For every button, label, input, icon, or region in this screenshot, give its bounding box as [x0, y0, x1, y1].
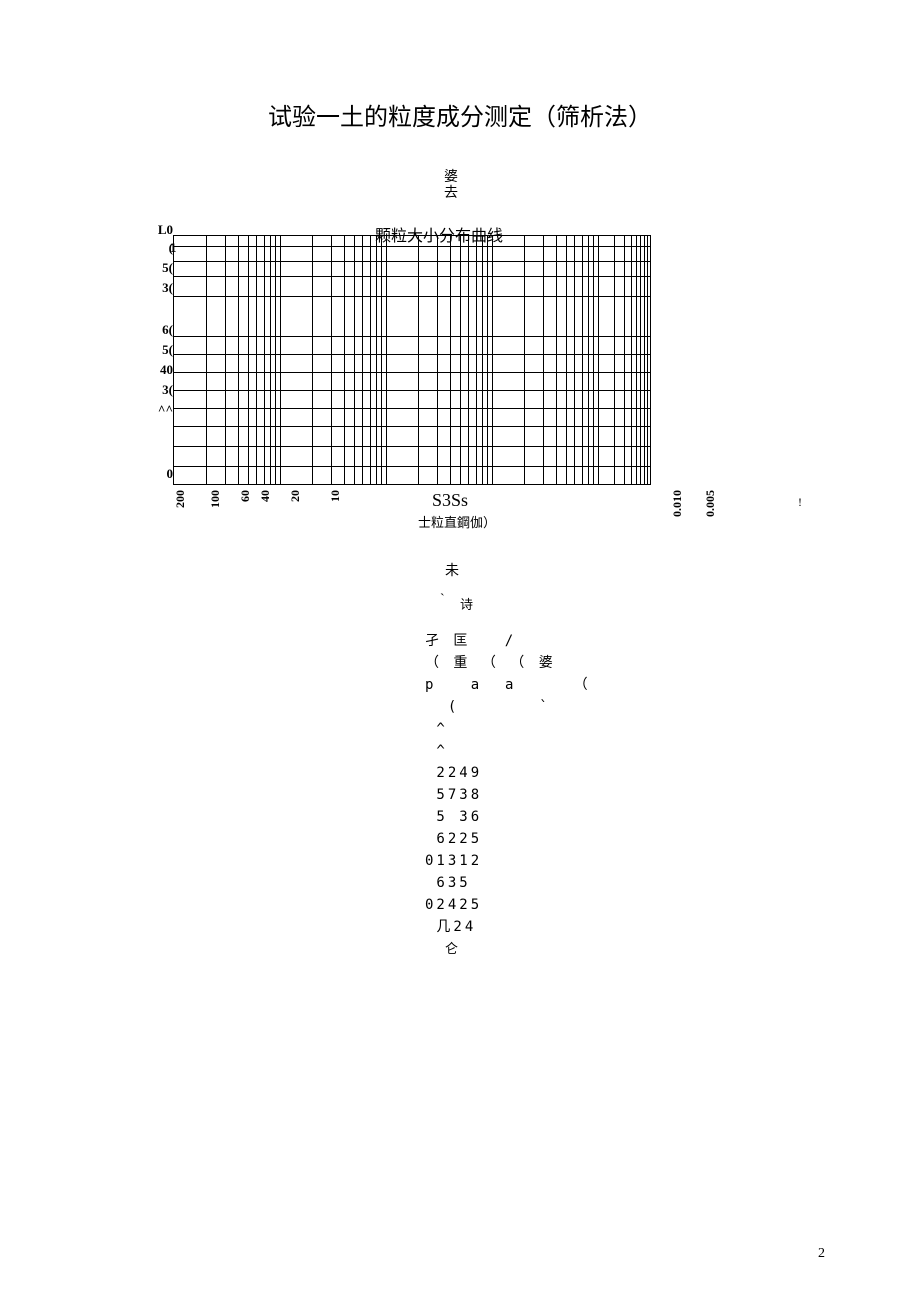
table-header-row: （ 重 （ （ 婆 [425, 652, 591, 674]
vertical-mark-3: 诗 [460, 594, 473, 613]
table-row: 01312 [425, 850, 591, 872]
x-center-label: S3Ss [432, 490, 468, 511]
table-header-row: ^ [425, 740, 591, 762]
vert-char-1: 婆 [444, 170, 458, 186]
table-header-row: p a a （ [425, 674, 591, 696]
x-tick-label: 200 [173, 490, 188, 508]
vertical-mark-2: ` [440, 592, 445, 608]
table-row: 6225 [425, 828, 591, 850]
y-tick-label: ^^ [158, 403, 173, 416]
vertical-mark-1: 未 [445, 560, 459, 580]
y-tick-label: 5( [162, 343, 173, 356]
y-tick-label: 40 [160, 363, 173, 376]
x-tick-label: 0.010 [670, 490, 685, 517]
x-tick-label: 0.005 [703, 490, 718, 517]
x-tick-label: 40 [258, 490, 273, 502]
vert-char-2: 去 [444, 186, 458, 202]
page-number: 2 [818, 1246, 825, 1262]
y-tick-label: 6( [162, 323, 173, 336]
table-row: 5738 [425, 784, 591, 806]
y-tick-label: 0 [167, 467, 174, 480]
table-row: 2249 [425, 762, 591, 784]
x-tick-label: 100 [208, 490, 223, 508]
vertical-label-top: 婆 去 [444, 170, 458, 202]
chart-grid [173, 235, 651, 485]
x-tick-marker: ! [798, 495, 802, 510]
y-tick-label: 1 [170, 241, 177, 254]
x-axis-label: 士粒直鋼伽） [418, 512, 496, 531]
table-row: 几24 [425, 916, 591, 938]
table-header-row: ^ [425, 718, 591, 740]
y-tick-label: 5( [162, 261, 173, 274]
table-header-row: ( ` [425, 696, 591, 718]
page-title: 试验一土的粒度成分测定（筛析法） [0, 97, 920, 132]
y-tick-label: 3( [162, 281, 173, 294]
y-tick-label: 3( [162, 383, 173, 396]
table-header-row: 孑 匡 / [425, 630, 591, 652]
table-row: 02425 [425, 894, 591, 916]
y-tick-label: L0 [158, 223, 173, 236]
x-tick-label: 60 [238, 490, 253, 502]
data-table: 孑 匡 /（ 重 （ （ 婆p a a （ ( ` ^ ^ 2249 5738 … [425, 630, 591, 938]
x-tick-label: 20 [288, 490, 303, 502]
table-row: 635 [425, 872, 591, 894]
table-row: 5 36 [425, 806, 591, 828]
x-tick-label: 10 [328, 490, 343, 502]
bottom-mark: 仑 [445, 938, 458, 957]
